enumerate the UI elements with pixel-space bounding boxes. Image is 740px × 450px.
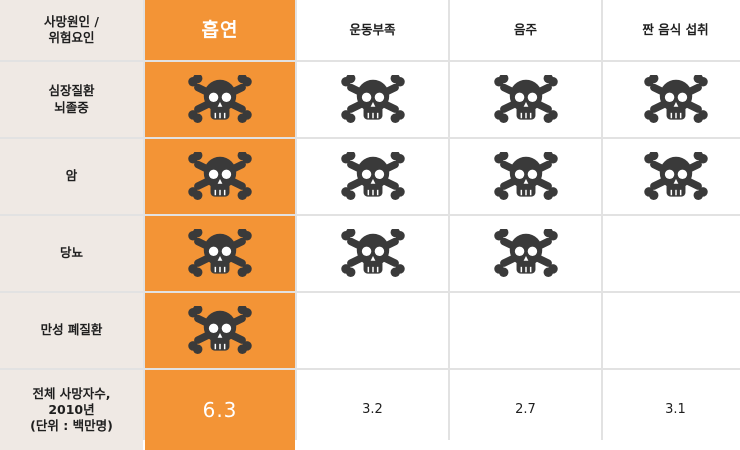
cell-cancer-smoking: [145, 139, 295, 214]
cell-cancer-inactivity: [297, 139, 448, 214]
cell-heart-salty-food: [603, 62, 740, 137]
total-smoking: 6.3: [145, 370, 295, 450]
skull-crossbones-icon: [492, 229, 560, 279]
skull-crossbones-icon: [186, 152, 254, 202]
skull-crossbones-icon: [186, 306, 254, 356]
cell-copd-salty-food: [603, 293, 740, 368]
corner-header: 사망원인 / 위험요인: [0, 0, 143, 60]
skull-crossbones-icon: [186, 75, 254, 125]
skull-crossbones-icon: [642, 152, 710, 202]
skull-crossbones-icon: [186, 229, 254, 279]
total-salty-food: 3.1: [603, 370, 740, 450]
cell-copd-inactivity: [297, 293, 448, 368]
cell-heart-alcohol: [450, 62, 601, 137]
cell-diabetes-smoking: [145, 216, 295, 291]
skull-crossbones-icon: [339, 75, 407, 125]
cell-diabetes-salty-food: [603, 216, 740, 291]
column-header-salty-food: 짠 음식 섭취: [603, 0, 740, 60]
skull-crossbones-icon: [339, 229, 407, 279]
row-header-copd: 만성 폐질환: [0, 293, 143, 368]
row-header-total-deaths: 전체 사망자수, 2010년 (단위 : 백만명): [0, 370, 143, 450]
column-header-smoking: 흡연: [145, 0, 295, 60]
cell-cancer-salty-food: [603, 139, 740, 214]
skull-crossbones-icon: [339, 152, 407, 202]
column-header-alcohol: 음주: [450, 0, 601, 60]
cell-cancer-alcohol: [450, 139, 601, 214]
row-header-heart-stroke: 심장질환 뇌졸중: [0, 62, 143, 137]
row-header-cancer: 암: [0, 139, 143, 214]
skull-crossbones-icon: [642, 75, 710, 125]
skull-crossbones-icon: [492, 75, 560, 125]
row-header-diabetes: 당뇨: [0, 216, 143, 291]
cell-diabetes-inactivity: [297, 216, 448, 291]
cell-heart-inactivity: [297, 62, 448, 137]
cell-copd-smoking: [145, 293, 295, 368]
cell-heart-smoking: [145, 62, 295, 137]
column-header-inactivity: 운동부족: [297, 0, 448, 60]
cell-copd-alcohol: [450, 293, 601, 368]
skull-crossbones-icon: [492, 152, 560, 202]
total-alcohol: 2.7: [450, 370, 601, 450]
total-inactivity: 3.2: [297, 370, 448, 450]
cell-diabetes-alcohol: [450, 216, 601, 291]
